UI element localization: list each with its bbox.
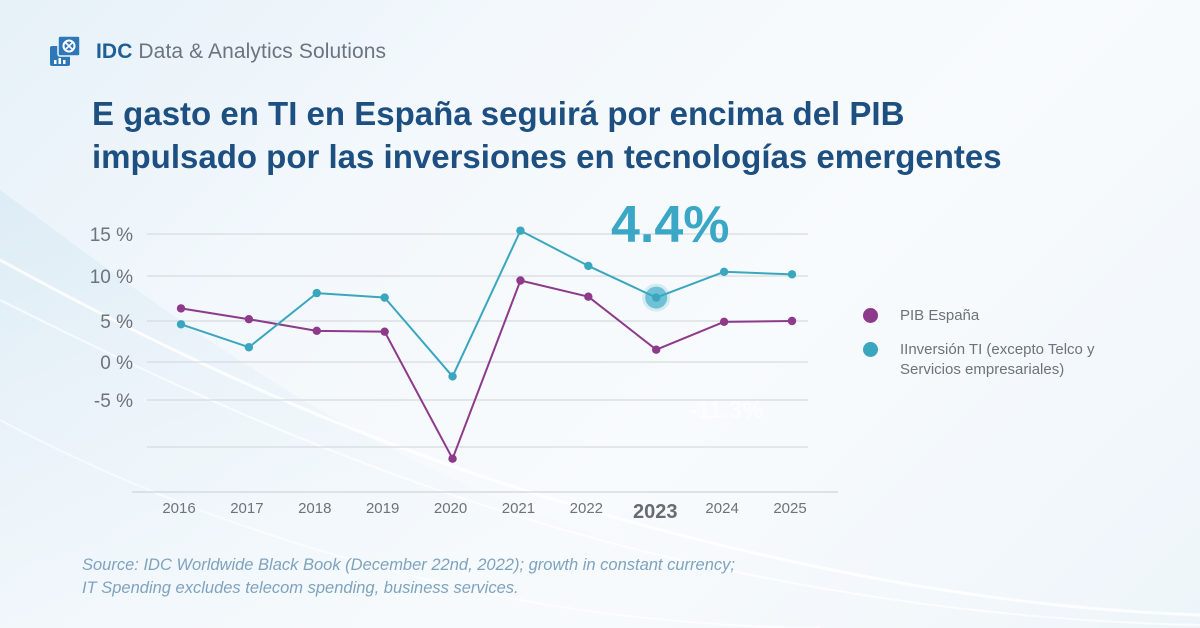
y-tick-label: 0 % xyxy=(100,353,133,374)
data-point-inversion-ti xyxy=(787,270,797,279)
data-point-inversion-ti xyxy=(380,293,389,302)
brand-logo: IDC Data & Analytics Solutions xyxy=(50,36,386,68)
y-tick-label: 15 % xyxy=(90,225,133,246)
brand-name-bold: IDC xyxy=(96,40,133,63)
idc-data-analytics-icon xyxy=(50,36,80,66)
x-tick-label: 2017 xyxy=(230,500,263,517)
x-tick-label: 2020 xyxy=(434,500,467,517)
legend-item-inversion-ti: IInversión TI (excepto Telco y Servicios… xyxy=(863,340,1163,380)
series-layer xyxy=(176,226,797,463)
data-point-pib xyxy=(516,276,525,285)
x-tick-label: 2021 xyxy=(502,500,535,517)
data-point-inversion-ti xyxy=(312,288,321,298)
title-line-2: impulsado por las inversiones en tecnolo… xyxy=(92,138,1002,175)
faint-annotation: -11.3% xyxy=(689,397,764,424)
y-tick-label: 10 % xyxy=(90,267,133,288)
source-line-1: Source: IDC Worldwide Black Book (Decemb… xyxy=(82,556,735,574)
x-tick-label: 2025 xyxy=(773,500,806,517)
legend-marker-inversion-ti xyxy=(863,342,878,357)
y-axis-ticks: 15 % 10 % 5 % 0 % -5 % xyxy=(90,225,133,412)
brand-name-rest: Data & Analytics Solutions xyxy=(138,40,387,63)
data-point-pib xyxy=(652,345,661,354)
x-tick-label: 2024 xyxy=(705,500,738,517)
data-point-pib xyxy=(176,304,186,313)
legend-item-pib: PIB España xyxy=(863,306,1163,326)
legend-label-pib: PIB España xyxy=(900,307,980,324)
data-point-inversion-ti xyxy=(652,293,661,302)
series-line-pib xyxy=(180,279,793,460)
series-line-inversion-ti xyxy=(180,229,793,378)
x-axis-ticks: 2016 2017 2018 2019 2020 2021 2022 2023 2024 2025 xyxy=(162,500,806,523)
x-tick-label: 2019 xyxy=(366,500,399,517)
data-point-inversion-ti xyxy=(584,261,593,271)
data-point-pib xyxy=(448,454,457,463)
x-tick-label: 2016 xyxy=(162,500,195,517)
data-point-inversion-ti xyxy=(516,226,525,235)
data-point-pib xyxy=(380,327,389,336)
x-tick-label: 2018 xyxy=(298,500,331,517)
source-note: Source: IDC Worldwide Black Book (Decemb… xyxy=(82,554,982,600)
data-point-pib xyxy=(787,316,797,326)
data-point-pib xyxy=(244,315,254,324)
data-point-pib xyxy=(312,326,321,336)
x-tick-label: 2022 xyxy=(570,500,603,517)
chart-legend: PIB España IInversión TI (excepto Telco … xyxy=(863,306,1163,394)
y-tick-label: -5 % xyxy=(94,391,133,412)
brand-name: IDC Data & Analytics Solutions xyxy=(96,40,386,64)
data-point-pib xyxy=(584,292,593,301)
legend-label-inversion-ti: IInversión TI (excepto Telco y Servicios… xyxy=(900,341,1095,378)
data-point-inversion-ti xyxy=(448,372,457,381)
source-line-2: IT Spending excludes telecom spending, b… xyxy=(82,579,519,597)
annotations-layer: 4.4% -11.3% xyxy=(611,196,764,424)
y-tick-label: 5 % xyxy=(100,312,133,333)
data-point-inversion-ti xyxy=(244,343,254,352)
data-point-inversion-ti xyxy=(719,267,729,276)
title-line-1: E gasto en TI en España seguirá por enci… xyxy=(92,95,905,132)
data-point-inversion-ti xyxy=(176,320,186,329)
x-tick-label: 2023 xyxy=(633,501,678,523)
legend-marker-pib xyxy=(863,308,878,323)
callout-value: 4.4% xyxy=(611,196,730,254)
data-point-pib xyxy=(719,317,729,327)
page-title: E gasto en TI en España seguirá por enci… xyxy=(92,92,1142,178)
